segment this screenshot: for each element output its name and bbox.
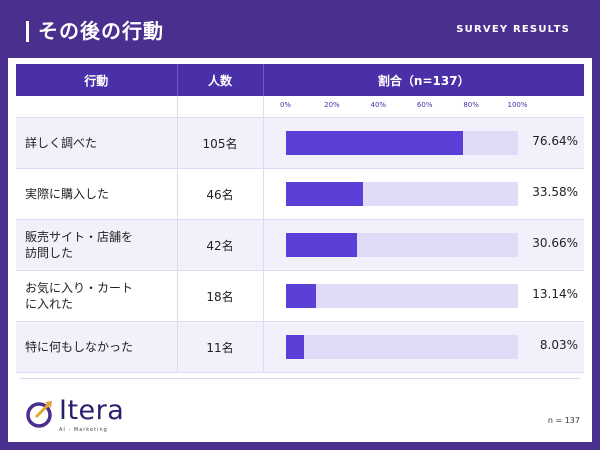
table-row: 実際に購入した 46名 33.58%	[16, 168, 584, 220]
bar-cell: 30.66%	[263, 219, 584, 271]
column-header-action: 行動	[16, 64, 178, 96]
bar-cell: 76.64%	[263, 117, 584, 169]
action-cell: お気に入り・カート に入れた	[16, 270, 178, 322]
percent-label: 76.64%	[532, 134, 578, 148]
bar-track	[285, 335, 518, 359]
count-cell: 46名	[177, 168, 264, 220]
action-cell: 詳しく調べた	[16, 117, 178, 169]
action-label: 詳しく調べた	[25, 136, 98, 150]
bar-track	[285, 284, 518, 308]
bar-fill	[285, 284, 316, 308]
axis-tick-label: 80%	[463, 101, 479, 109]
bar-track	[285, 182, 518, 206]
logo-mark-icon	[26, 401, 52, 428]
action-cell: 実際に購入した	[16, 168, 178, 220]
action-label: 販売サイト・店舗を	[25, 230, 134, 244]
action-label-line2: 訪問した	[25, 246, 74, 260]
results-table: 行動 人数 割合（n=137） 0% 20% 40% 60% 80% 100% 詳しく調べ…	[16, 64, 584, 373]
column-header-percent: 割合（n=137）	[263, 64, 584, 96]
count-cell: 105名	[177, 117, 264, 169]
bar-fill	[285, 233, 357, 257]
count-cell: 42名	[177, 219, 264, 271]
action-label: お気に入り・カート	[25, 281, 134, 295]
action-cell: 特に何もしなかった	[16, 321, 178, 373]
table-row: 特に何もしなかった 11名 8.03%	[16, 321, 584, 373]
bar-fill	[285, 335, 305, 359]
logo-wordmark: Itera	[59, 395, 125, 426]
axis-tick-label: 60%	[416, 101, 433, 109]
table-row: 販売サイト・店舗を 訪問した 42名 30.66%	[16, 219, 584, 271]
axis-tick-label: 20%	[324, 101, 340, 109]
percent-label: 13.14%	[532, 287, 578, 301]
header: その後の行動 SURVEY RESULTS	[0, 0, 600, 60]
bar-fill	[285, 182, 364, 206]
sample-size-note: n = 137	[547, 416, 580, 425]
bar-track	[285, 131, 518, 155]
logo-subtitle: AI - Marketing	[59, 427, 108, 433]
axis-tick-label: 100%	[507, 101, 528, 109]
itera-logo: Itera AI - Marketing	[24, 395, 164, 437]
count-cell: 18名	[177, 270, 264, 322]
percent-label: 30.66%	[532, 236, 578, 250]
action-label: 特に何もしなかった	[25, 340, 134, 354]
axis-tick-label: 0%	[279, 101, 292, 109]
title-accent-bar	[26, 21, 29, 42]
action-label-line2: に入れた	[25, 297, 74, 311]
percent-label: 33.58%	[532, 185, 578, 199]
scale-row: 0% 20% 40% 60% 80% 100%	[16, 96, 584, 118]
axis-tick-label: 40%	[370, 101, 387, 109]
axis-ticks: 0% 20% 40% 60% 80% 100%	[264, 96, 585, 117]
page-title: その後の行動	[38, 19, 164, 43]
table-row: 詳しく調べた 105名 76.64%	[16, 117, 584, 169]
bar-cell: 13.14%	[263, 270, 584, 322]
header-label: SURVEY RESULTS	[456, 24, 570, 35]
column-header-count: 人数	[177, 64, 264, 96]
table-row: お気に入り・カート に入れた 18名 13.14%	[16, 270, 584, 322]
footer-divider	[20, 378, 580, 379]
table-header-row: 行動 人数 割合（n=137）	[16, 64, 584, 96]
bar-cell: 8.03%	[263, 321, 584, 373]
content-card: 行動 人数 割合（n=137） 0% 20% 40% 60% 80% 100% 詳しく調べ…	[8, 58, 592, 442]
action-label: 実際に購入した	[25, 187, 110, 201]
action-cell: 販売サイト・店舗を 訪問した	[16, 219, 178, 271]
bar-fill	[285, 131, 464, 155]
count-cell: 11名	[177, 321, 264, 373]
bar-cell: 33.58%	[263, 168, 584, 220]
bar-track	[285, 233, 518, 257]
percent-label: 8.03%	[539, 338, 578, 352]
